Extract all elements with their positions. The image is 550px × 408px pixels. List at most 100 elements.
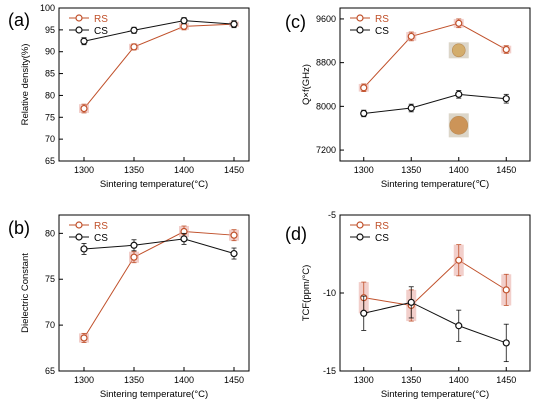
x-tick-label: 1300 xyxy=(74,375,94,385)
series-CS xyxy=(80,232,238,260)
x-tick-label: 1400 xyxy=(449,165,469,175)
x-tick-label: 1300 xyxy=(354,165,374,175)
y-tick-label: 95 xyxy=(45,25,55,35)
series-CS xyxy=(360,90,510,118)
series-line-RS xyxy=(83,23,235,109)
x-tick-label: 1300 xyxy=(74,165,94,175)
legend-entry-RS: RS xyxy=(350,14,389,25)
y-tick-label: 7200 xyxy=(316,145,336,155)
legend-marker xyxy=(75,221,83,229)
x-tick-label: 1400 xyxy=(174,375,194,385)
data-point xyxy=(407,298,415,306)
series-line-RS xyxy=(363,259,507,307)
x-tick-label: 1450 xyxy=(496,165,516,175)
data-point xyxy=(502,45,510,54)
data-point xyxy=(180,17,188,25)
y-tick-label: -5 xyxy=(328,210,336,220)
data-point xyxy=(130,26,138,34)
plot-frame xyxy=(58,7,250,162)
legend-entry-CS: CS xyxy=(350,233,389,244)
x-tick-label: 1350 xyxy=(124,165,144,175)
y-tick-label: 100 xyxy=(40,3,55,13)
data-point xyxy=(407,104,415,112)
panel-label: (c) xyxy=(285,12,306,32)
data-point xyxy=(230,249,238,258)
data-point xyxy=(80,37,88,45)
x-axis-label: Sintering temperature(°C) xyxy=(100,179,208,190)
legend-entry-RS: RS xyxy=(69,14,108,25)
legend-label: CS xyxy=(375,26,389,37)
pellet-disk xyxy=(451,43,466,58)
x-tick-label: 1450 xyxy=(224,375,244,385)
data-point xyxy=(455,322,463,330)
data-point xyxy=(180,235,188,243)
chart-panel-2: (c) 1300 1350 1400 1450 7200 8000 8800 9600 Sinte… xyxy=(285,7,531,190)
plot-frame xyxy=(58,214,250,372)
panel-label: (a) xyxy=(8,10,30,30)
data-point xyxy=(455,256,463,264)
legend-entry-CS: CS xyxy=(69,26,108,37)
data-point xyxy=(502,286,510,294)
x-axis-label: Sintering temperature(°C) xyxy=(381,389,489,400)
x-tick-label: 1400 xyxy=(449,375,469,385)
panel-label: (d) xyxy=(285,224,307,244)
y-axis-label: Q×f(GHz) xyxy=(301,64,312,105)
pellet-disk xyxy=(449,116,469,135)
x-tick-label: 1350 xyxy=(124,375,144,385)
x-tick-label: 1400 xyxy=(174,165,194,175)
data-point xyxy=(130,241,138,249)
x-tick-label: 1300 xyxy=(354,375,374,385)
data-point xyxy=(230,231,238,239)
y-axis-label: Relative density(%) xyxy=(20,44,31,126)
y-tick-label: 8000 xyxy=(316,101,336,111)
y-tick-label: 80 xyxy=(45,228,55,238)
x-tick-label: 1450 xyxy=(224,165,244,175)
panel-label: (b) xyxy=(8,218,30,238)
legend-label: RS xyxy=(375,14,389,25)
x-tick-label: 1450 xyxy=(496,375,516,385)
y-axis-label: Dielectric Constant xyxy=(20,253,31,333)
data-point xyxy=(80,104,88,113)
legend-marker xyxy=(75,14,83,22)
legend-marker xyxy=(75,26,83,34)
legend-label: CS xyxy=(375,233,389,244)
y-tick-label: 90 xyxy=(45,47,55,57)
data-point xyxy=(455,90,463,98)
legend-marker xyxy=(356,221,364,229)
series-CS xyxy=(80,17,238,46)
series-line-CS xyxy=(363,301,507,344)
data-point xyxy=(360,109,368,118)
series-RS xyxy=(358,18,512,93)
legend-marker xyxy=(356,26,364,34)
legend-entry-CS: CS xyxy=(350,26,389,37)
y-tick-label: -10 xyxy=(323,288,336,298)
data-point xyxy=(360,309,368,317)
data-point xyxy=(80,334,88,342)
y-tick-label: 70 xyxy=(45,134,55,144)
inset-pellet-image: CS pellet xyxy=(448,113,469,138)
y-tick-label: -15 xyxy=(323,366,336,376)
data-point xyxy=(360,84,368,92)
y-axis-label: TCF(ppm/°C) xyxy=(301,265,312,322)
y-tick-label: 75 xyxy=(45,274,55,284)
legend-entry-RS: RS xyxy=(69,221,108,232)
y-tick-label: 80 xyxy=(45,90,55,100)
x-axis-label: Sintering temperature(°C) xyxy=(100,389,208,400)
series-line-RS xyxy=(363,22,507,89)
legend-label: RS xyxy=(94,14,108,25)
series-CS xyxy=(360,286,510,363)
data-point xyxy=(502,339,510,347)
x-axis-label: Sintering temperature(℃) xyxy=(381,179,489,190)
series-line-CS xyxy=(83,20,235,42)
y-tick-label: 65 xyxy=(45,156,55,166)
x-tick-label: 1350 xyxy=(401,375,421,385)
legend-entry-RS: RS xyxy=(350,221,389,232)
series-line-RS xyxy=(83,231,235,339)
data-point xyxy=(230,20,238,28)
data-point xyxy=(455,19,463,27)
y-tick-label: 85 xyxy=(45,69,55,79)
series-line-CS xyxy=(83,238,235,255)
legend-label: RS xyxy=(94,221,108,232)
inset-pellet-image: RS pellet xyxy=(448,42,469,59)
legend-label: CS xyxy=(94,26,108,37)
